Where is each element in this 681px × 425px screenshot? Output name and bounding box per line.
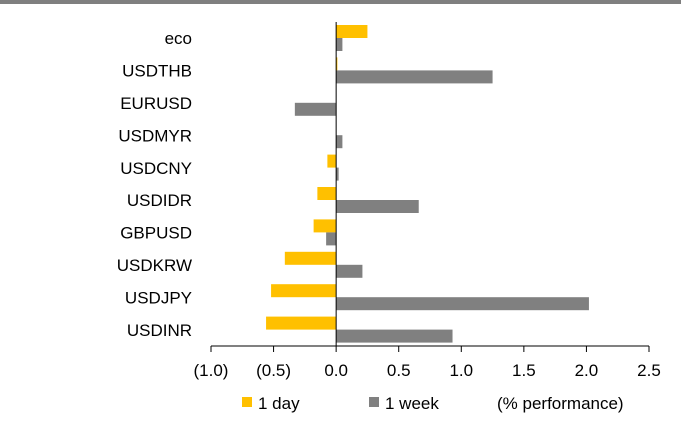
category-label: USDJPY <box>125 288 192 307</box>
bar-usdthb-1-day <box>336 57 338 71</box>
category-labels: eco USDTHB EURUSD USDMYR USDCNY USDIDR GBPUSD U… <box>117 29 192 340</box>
bars-layer <box>266 25 589 343</box>
category-label: USDTHB <box>122 62 192 81</box>
category-label: eco <box>165 29 192 48</box>
bar-usdcny-1-week <box>336 167 339 181</box>
bar-eurusd-1-week <box>294 102 337 116</box>
x-tick-label: 0.0 <box>324 361 348 380</box>
category-label: USDKRW <box>117 256 192 275</box>
top-rule <box>0 0 681 4</box>
bar-usdinr-1-week <box>336 329 453 343</box>
category-label: USDIDR <box>127 191 192 210</box>
axes-layer <box>210 22 650 352</box>
category-label: EURUSD <box>120 94 192 113</box>
category-label: USDMYR <box>118 126 192 145</box>
bar-usdinr-1-day <box>266 316 337 330</box>
tick-labels: (1.0) (0.5) 0.0 0.5 1.0 1.5 2.0 2.5 <box>194 361 661 380</box>
bar-usdkrw-1-week <box>336 264 363 278</box>
bar-usdjpy-1-day <box>271 284 337 298</box>
x-tick-label: 1.0 <box>449 361 473 380</box>
category-label: USDCNY <box>120 159 192 178</box>
bar-eco-1-week <box>336 38 343 51</box>
bar-usdidr-1-day <box>317 187 337 200</box>
unit-note: (% performance) <box>497 394 624 413</box>
bar-eco-1-day <box>336 25 368 38</box>
x-tick-label: 2.5 <box>637 361 661 380</box>
category-label: USDINR <box>127 321 192 340</box>
bar-usdkrw-1-day <box>284 251 337 265</box>
x-tick-label: (0.5) <box>256 361 291 380</box>
bar-usdcny-1-day <box>327 154 337 168</box>
legend-label-1-day: 1 day <box>258 394 300 413</box>
bar-gbpusd-1-day <box>313 219 337 233</box>
x-tick-label: 0.5 <box>387 361 411 380</box>
x-tick-label: 1.5 <box>512 361 536 380</box>
legend-swatch-1-week <box>369 397 379 407</box>
legend: 1 day 1 week (% performance) <box>242 394 624 413</box>
bar-usdthb-1-week <box>336 70 493 84</box>
bar-usdidr-1-week <box>336 200 419 213</box>
bar-usdmyr-1-week <box>336 135 343 149</box>
legend-swatch-1-day <box>242 397 252 407</box>
bar-gbpusd-1-week <box>326 232 337 246</box>
x-tick-label: 2.0 <box>575 361 599 380</box>
legend-label-1-week: 1 week <box>385 394 439 413</box>
category-label: GBPUSD <box>120 224 192 243</box>
x-tick-label: (1.0) <box>194 361 229 380</box>
bar-usdjpy-1-week <box>336 297 589 311</box>
